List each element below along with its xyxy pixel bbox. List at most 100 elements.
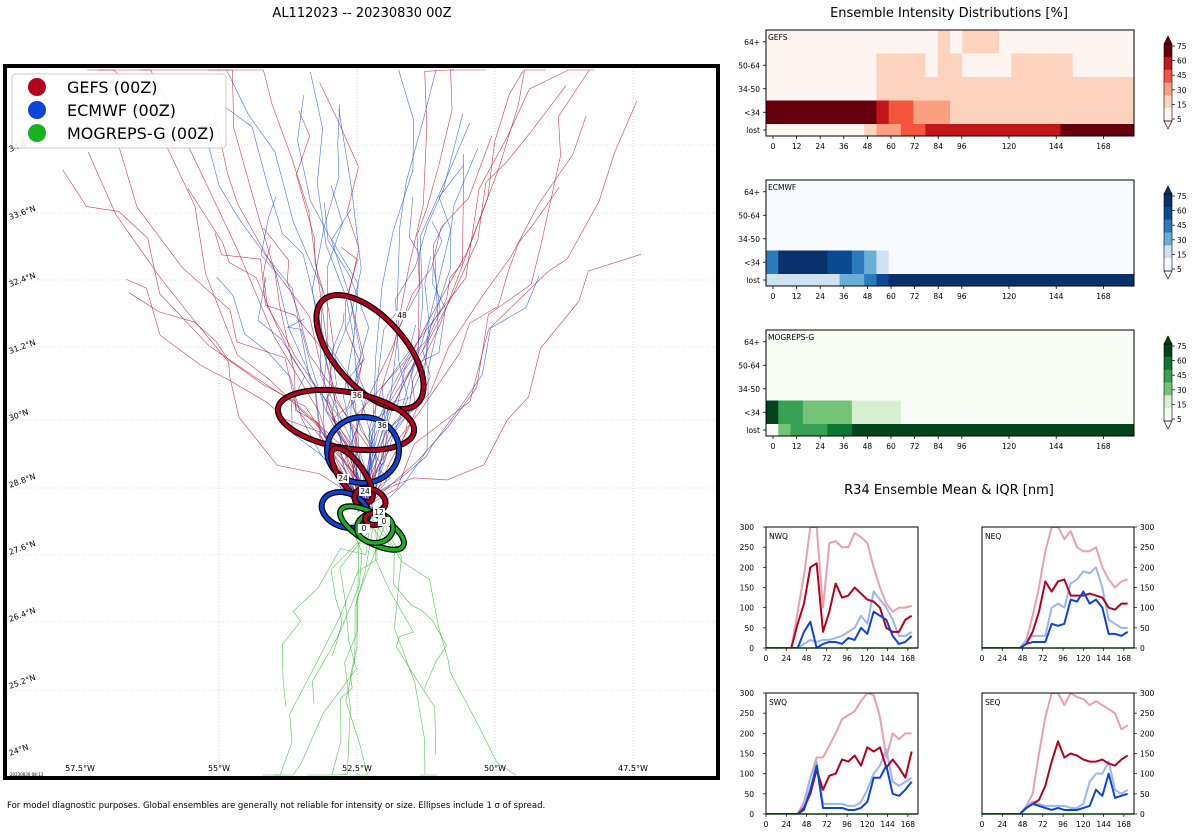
r34-series-ecmwf-iqr-upper bbox=[982, 760, 1129, 814]
r34-y-label: 150 bbox=[740, 584, 755, 593]
heatmap-cell bbox=[876, 424, 890, 437]
heatmap-cell bbox=[802, 250, 816, 275]
heatmap-cell bbox=[950, 227, 963, 251]
heatmap-cell bbox=[827, 227, 841, 251]
heatmap-cell bbox=[962, 227, 976, 251]
heatmap-cell bbox=[1035, 100, 1049, 125]
heatmap-cell bbox=[1011, 330, 1025, 354]
heatmap-cell bbox=[766, 274, 779, 287]
colorbar-segment bbox=[1164, 82, 1172, 96]
heatmap-cell bbox=[1060, 203, 1074, 228]
ecmwf-track bbox=[359, 165, 464, 510]
heatmap-cell bbox=[827, 377, 841, 401]
heatmap-cell bbox=[851, 250, 865, 275]
r34-y-label: 100 bbox=[1140, 770, 1155, 779]
heatmap-cell bbox=[802, 53, 816, 78]
r34-series-gefs-mean bbox=[982, 578, 1128, 648]
heatmap-x-label: 96 bbox=[957, 292, 967, 301]
heatmap-cell bbox=[1109, 377, 1123, 401]
r34-series-ecmwf-mean bbox=[982, 590, 1129, 648]
heatmap-cell bbox=[900, 180, 914, 204]
heatmap-cell bbox=[974, 353, 988, 378]
heatmap-cell bbox=[1072, 400, 1086, 425]
heatmap-cell bbox=[925, 77, 939, 101]
heatmap-cell bbox=[1084, 353, 1098, 378]
heatmap-cell bbox=[827, 100, 841, 125]
colorbar-frame bbox=[1163, 43, 1173, 122]
heatmap-cell bbox=[802, 124, 816, 137]
heatmap-cell bbox=[1121, 377, 1135, 401]
r34-y-label: 100 bbox=[1140, 604, 1155, 613]
colorbar-segment bbox=[1164, 395, 1172, 409]
heatmap-cell bbox=[913, 124, 926, 137]
heatmap-cell bbox=[925, 124, 939, 137]
heatmap-cell bbox=[839, 53, 853, 78]
heatmap-cell bbox=[1060, 180, 1074, 204]
heatmap-cell bbox=[790, 227, 804, 251]
heatmap-cell bbox=[1011, 353, 1025, 378]
heatmap-cell bbox=[900, 330, 914, 354]
heatmap-cell bbox=[974, 100, 988, 125]
colorbar-segment bbox=[1164, 69, 1172, 83]
ellipse-label-bg bbox=[378, 517, 390, 526]
heatmap-cell bbox=[1048, 203, 1061, 228]
colorbar-label: 15 bbox=[1177, 100, 1187, 109]
heatmap-row-label: lost bbox=[746, 126, 760, 135]
heatmap-cell bbox=[950, 377, 963, 401]
r34-x-label: 144 bbox=[880, 654, 895, 663]
heatmap-cell bbox=[1060, 250, 1074, 275]
r34-x-label: 48 bbox=[1018, 820, 1028, 829]
heatmap-cell bbox=[888, 330, 902, 354]
heatmap-cell bbox=[950, 124, 963, 137]
r34-section-title: R34 Ensemble Mean & IQR [nm] bbox=[844, 483, 1054, 498]
heatmap-cell bbox=[1097, 330, 1110, 354]
heatmap-cell bbox=[851, 353, 865, 378]
colorbar-label: 60 bbox=[1177, 357, 1187, 366]
heatmap-x-label: 36 bbox=[839, 292, 849, 301]
heatmap-cell bbox=[778, 250, 792, 275]
heatmap-cell bbox=[827, 53, 841, 78]
heatmap-x-label: 96 bbox=[957, 142, 967, 151]
heatmap-cell bbox=[839, 77, 853, 101]
heatmap-cell bbox=[1121, 330, 1135, 354]
heatmap-cell bbox=[1048, 377, 1061, 401]
heatmap-cell bbox=[974, 77, 988, 101]
heatmap-cell bbox=[1072, 330, 1086, 354]
heatmap-x-label: 48 bbox=[863, 142, 873, 151]
heatmap-cell bbox=[766, 30, 779, 54]
heatmap-cell bbox=[766, 77, 779, 101]
ellipse-label-bg bbox=[396, 311, 408, 320]
heatmap-cell bbox=[1011, 53, 1025, 78]
heatmap-cell bbox=[778, 274, 792, 287]
r34-x-label: 0 bbox=[980, 654, 985, 663]
heatmap-cell bbox=[937, 377, 951, 401]
heatmap-cell bbox=[1109, 274, 1123, 287]
r34-frame bbox=[981, 526, 1135, 649]
ellipse-hour-label: 48 bbox=[397, 311, 407, 320]
heatmap-cell bbox=[1121, 203, 1135, 228]
heatmap-cell bbox=[827, 77, 841, 101]
heatmap-cell bbox=[790, 53, 804, 78]
ecmwf-track bbox=[359, 122, 471, 498]
heatmap-cell bbox=[950, 203, 963, 228]
heatmap-cell bbox=[802, 227, 816, 251]
heatmap-cell bbox=[827, 353, 841, 378]
r34-y-label: 300 bbox=[1140, 689, 1155, 698]
mogreps-track bbox=[385, 528, 438, 776]
heatmap-x-label: 60 bbox=[886, 142, 896, 151]
ecmwf-track bbox=[372, 221, 443, 515]
mogreps-track bbox=[307, 512, 375, 776]
heatmap-cell bbox=[925, 227, 939, 251]
r34-frame bbox=[765, 526, 919, 649]
heatmap-cell bbox=[1023, 203, 1037, 228]
heatmap-cell bbox=[851, 227, 865, 251]
ecmwf-track bbox=[221, 104, 366, 508]
heatmap-cell bbox=[986, 227, 1000, 251]
colorbar-segment bbox=[1164, 369, 1172, 383]
heatmap-cell bbox=[790, 100, 804, 125]
r34-x-label: 96 bbox=[1058, 820, 1068, 829]
heatmap-cell bbox=[839, 227, 853, 251]
heatmap-cell bbox=[1048, 180, 1061, 204]
r34-y-label: 0 bbox=[1140, 644, 1145, 653]
heatmap-cell bbox=[962, 180, 976, 204]
